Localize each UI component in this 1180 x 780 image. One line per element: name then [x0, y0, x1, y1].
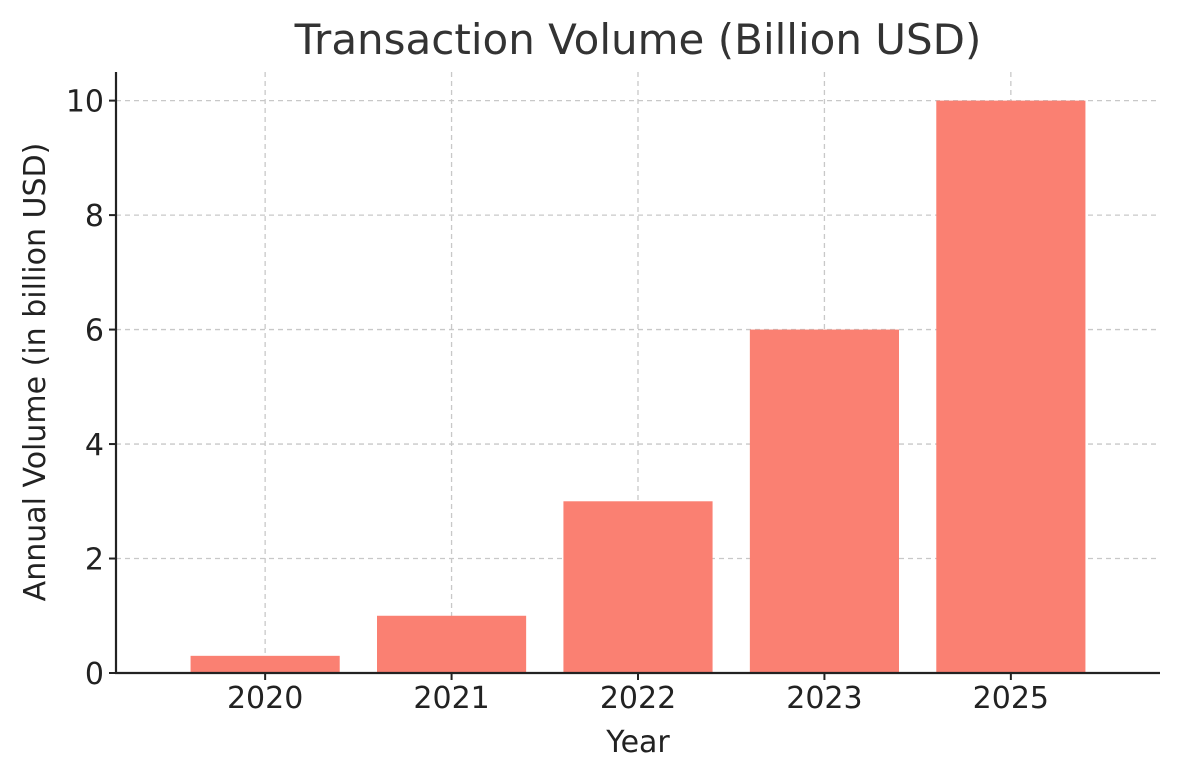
bar-2025: [936, 100, 1086, 674]
x-tick-label: 2023: [786, 681, 862, 716]
bar-2021: [377, 615, 527, 673]
bars: [190, 100, 1086, 674]
bar-2023: [749, 329, 899, 673]
y-tick-label: 0: [85, 657, 104, 692]
x-tick-label: 2021: [413, 681, 489, 716]
y-tick-label: 2: [85, 543, 104, 578]
x-tick-label: 2020: [227, 681, 303, 716]
bar-2020: [190, 655, 340, 673]
bar-2022: [563, 501, 713, 673]
y-tick-label: 6: [85, 314, 104, 349]
y-axis-ticks: 0 2 4 6 8 10: [66, 85, 116, 692]
x-axis-ticks: 2020 2021 2022 2023 2025: [227, 673, 1049, 716]
x-tick-label: 2025: [973, 681, 1049, 716]
x-tick-label: 2022: [600, 681, 676, 716]
chart-title: Transaction Volume (Billion USD): [294, 15, 982, 64]
y-axis-label: Annual Volume (in billion USD): [18, 143, 53, 602]
y-tick-label: 4: [85, 428, 104, 463]
x-axis-label: Year: [605, 725, 670, 760]
y-tick-label: 10: [66, 85, 104, 120]
y-tick-label: 8: [85, 199, 104, 234]
